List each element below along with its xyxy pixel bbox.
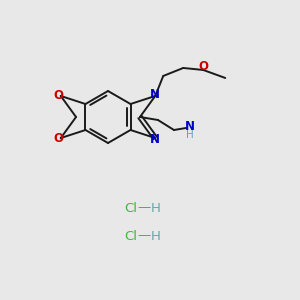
Text: N: N	[185, 121, 195, 134]
Text: Cl: Cl	[124, 202, 137, 214]
Text: Cl: Cl	[124, 230, 137, 242]
Text: O: O	[54, 89, 64, 103]
Text: O: O	[54, 131, 64, 145]
Text: —: —	[137, 202, 151, 214]
Text: N: N	[150, 133, 160, 146]
Text: —: —	[137, 230, 151, 242]
Text: H: H	[151, 202, 161, 214]
Text: H: H	[151, 230, 161, 242]
Text: O: O	[198, 61, 208, 74]
Text: N: N	[150, 88, 160, 101]
Text: H: H	[186, 130, 194, 140]
